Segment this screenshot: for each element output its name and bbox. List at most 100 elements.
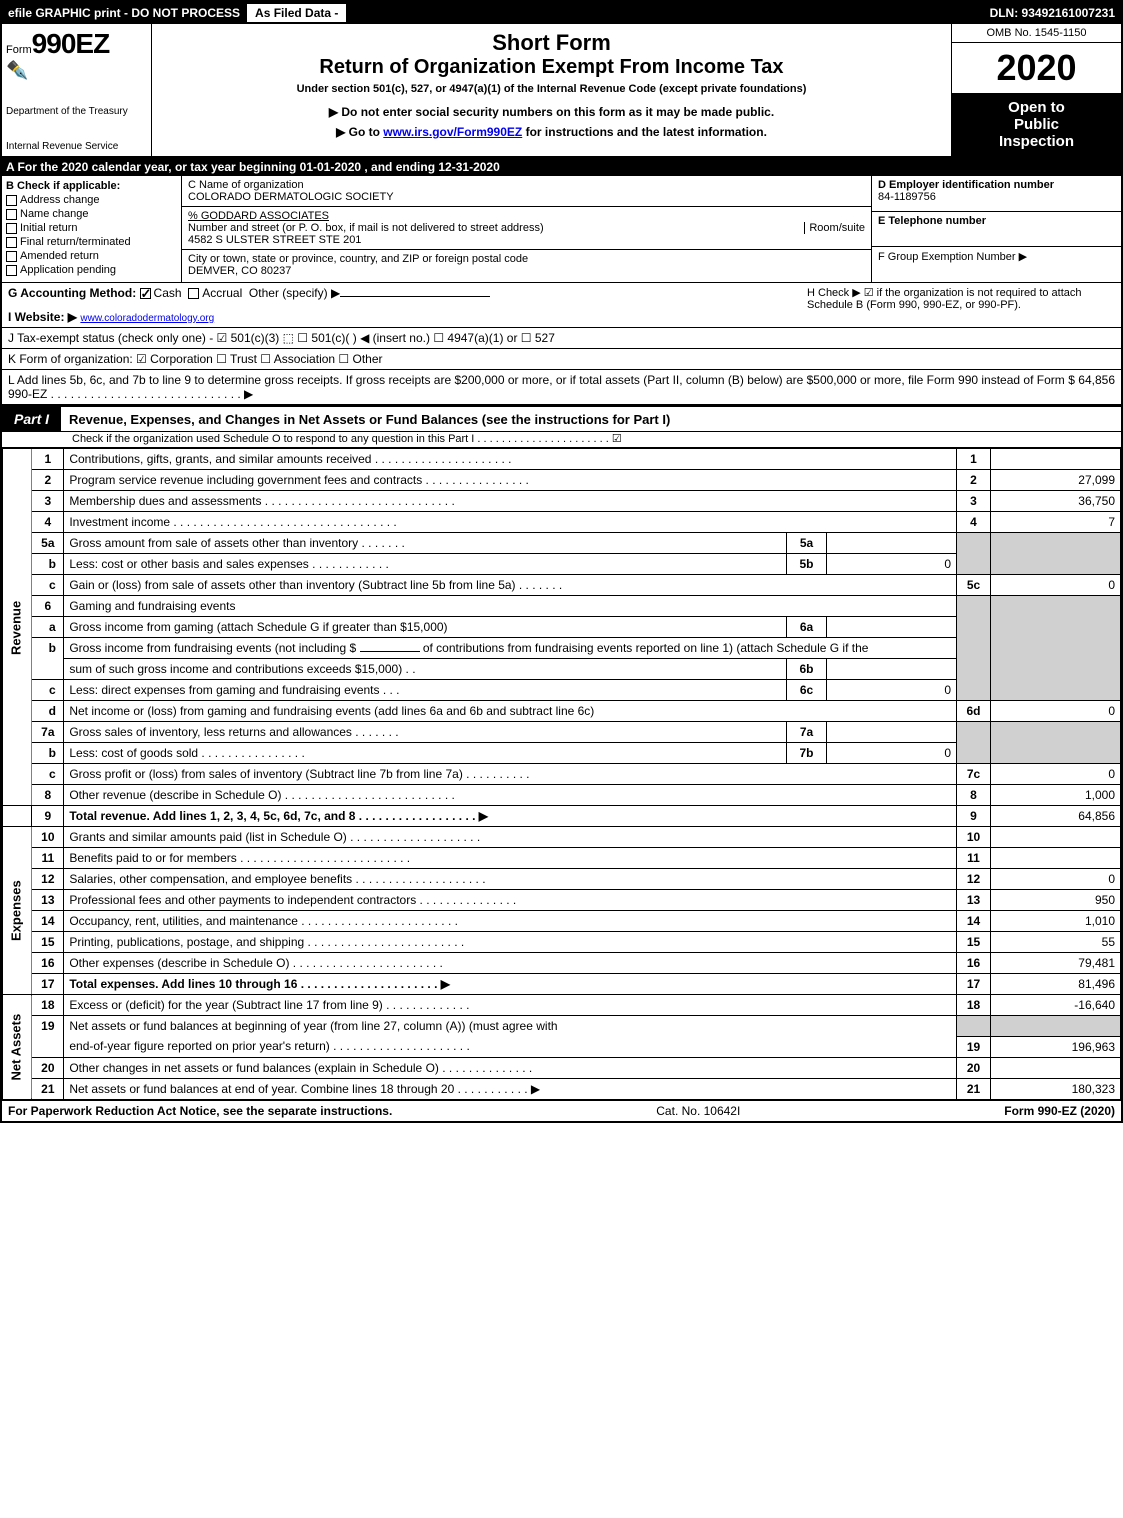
form-990ez-page: efile GRAPHIC print - DO NOT PROCESS As …: [0, 0, 1123, 1123]
line-14-value: 1,010: [991, 911, 1121, 932]
page-footer: For Paperwork Reduction Act Notice, see …: [2, 1100, 1121, 1121]
irs-link[interactable]: www.irs.gov/Form990EZ: [383, 125, 522, 139]
group-exemption-cell: F Group Exemption Number ▶: [872, 247, 1121, 282]
line-7a-value: [827, 722, 957, 743]
chk-cash[interactable]: [140, 288, 151, 299]
footer-mid: Cat. No. 10642I: [392, 1104, 1004, 1118]
line-7b-value: 0: [827, 743, 957, 764]
street-cell: % GODDARD ASSOCIATES Number and street (…: [182, 207, 871, 250]
revenue-side-label: Revenue: [3, 449, 32, 806]
seal-icon: ✒️: [6, 60, 147, 81]
line-18-value: -16,640: [991, 995, 1121, 1016]
expenses-side-label: Expenses: [3, 827, 32, 995]
org-name: COLORADO DERMATOLOGIC SOCIETY: [188, 191, 865, 203]
line-6-desc: Gaming and fundraising events: [64, 596, 957, 617]
line-6a-desc: Gross income from gaming (attach Schedul…: [64, 617, 787, 638]
form-prefix: Form: [6, 44, 32, 56]
chk-final-return[interactable]: Final return/terminated: [6, 236, 177, 248]
chk-initial-return[interactable]: Initial return: [6, 222, 177, 234]
line-9-value: 64,856: [991, 806, 1121, 827]
line-4-value: 7: [991, 512, 1121, 533]
header-mid: Short Form Return of Organization Exempt…: [152, 24, 951, 156]
line-8-desc: Other revenue (describe in Schedule O) .…: [64, 785, 957, 806]
gross-receipts-value: $ 64,856: [1068, 373, 1115, 401]
line-10-desc: Grants and similar amounts paid (list in…: [64, 827, 957, 848]
part-1-subtitle: Check if the organization used Schedule …: [2, 432, 1121, 448]
line-6c-desc: Less: direct expenses from gaming and fu…: [64, 680, 787, 701]
short-form-title: Short Form: [158, 30, 945, 56]
line-7c-desc: Gross profit or (loss) from sales of inv…: [64, 764, 957, 785]
line-15-desc: Printing, publications, postage, and shi…: [64, 932, 957, 953]
line-11-desc: Benefits paid to or for members . . . . …: [64, 848, 957, 869]
chk-application-pending[interactable]: Application pending: [6, 264, 177, 276]
website-link[interactable]: www.coloradodermatology.org: [80, 313, 214, 324]
footer-left: For Paperwork Reduction Act Notice, see …: [8, 1104, 392, 1118]
care-of: % GODDARD ASSOCIATES: [188, 210, 865, 222]
line-10-value: [991, 827, 1121, 848]
line-5a-value: [827, 533, 957, 554]
line-12-value: 0: [991, 869, 1121, 890]
no-ssn-instruction: ▶ Do not enter social security numbers o…: [158, 105, 945, 119]
line-i-label: I Website: ▶: [8, 310, 77, 324]
chk-name-change[interactable]: Name change: [6, 208, 177, 220]
section-b-header: B Check if applicable:: [6, 180, 177, 192]
section-c: C Name of organization COLORADO DERMATOL…: [182, 176, 871, 282]
efile-label: efile GRAPHIC print - DO NOT PROCESS: [2, 4, 246, 22]
return-title: Return of Organization Exempt From Incom…: [158, 56, 945, 79]
line-9-desc: Total revenue. Add lines 1, 2, 3, 4, 5c,…: [64, 806, 957, 827]
line-6d-value: 0: [991, 701, 1121, 722]
chk-amended-return[interactable]: Amended return: [6, 250, 177, 262]
part-1-title: Revenue, Expenses, and Changes in Net As…: [61, 408, 1121, 431]
line-5b-desc: Less: cost or other basis and sales expe…: [64, 554, 787, 575]
line-12-desc: Salaries, other compensation, and employ…: [64, 869, 957, 890]
line-6c-value: 0: [827, 680, 957, 701]
open-to-public: Open to Public Inspection: [952, 93, 1121, 156]
line-18-desc: Excess or (deficit) for the year (Subtra…: [64, 995, 957, 1016]
part-1-header: Part I Revenue, Expenses, and Changes in…: [2, 405, 1121, 432]
line-8-value: 1,000: [991, 785, 1121, 806]
tax-year: 2020: [952, 43, 1121, 93]
line-16-value: 79,481: [991, 953, 1121, 974]
line-7b-desc: Less: cost of goods sold . . . . . . . .…: [64, 743, 787, 764]
dln-label: DLN: 93492161007231: [984, 4, 1121, 22]
street-address: 4582 S ULSTER STREET STE 201: [188, 234, 865, 246]
top-bar: efile GRAPHIC print - DO NOT PROCESS As …: [2, 2, 1121, 24]
line-j: J Tax-exempt status (check only one) - ☑…: [2, 328, 1121, 349]
line-5c-desc: Gain or (loss) from sale of assets other…: [64, 575, 957, 596]
line-5c-value: 0: [991, 575, 1121, 596]
line-3-value: 36,750: [991, 491, 1121, 512]
line-17-value: 81,496: [991, 974, 1121, 995]
section-d: D Employer identification number 84-1189…: [871, 176, 1121, 282]
line-6b-value: [827, 659, 957, 680]
line-2-value: 27,099: [991, 470, 1121, 491]
header-right: OMB No. 1545-1150 2020 Open to Public In…: [951, 24, 1121, 156]
line-14-desc: Occupancy, rent, utilities, and maintena…: [64, 911, 957, 932]
line-13-value: 950: [991, 890, 1121, 911]
org-name-cell: C Name of organization COLORADO DERMATOL…: [182, 176, 871, 207]
line-6b-desc: Gross income from fundraising events (no…: [64, 638, 957, 659]
line-20-desc: Other changes in net assets or fund bala…: [64, 1057, 957, 1078]
line-11-value: [991, 848, 1121, 869]
omb-number: OMB No. 1545-1150: [952, 24, 1121, 43]
line-h: H Check ▶ ☑ if the organization is not r…: [801, 283, 1121, 327]
goto-instruction: ▶ Go to www.irs.gov/Form990EZ for instru…: [158, 125, 945, 139]
chk-address-change[interactable]: Address change: [6, 194, 177, 206]
line-6a-value: [827, 617, 957, 638]
info-grid: B Check if applicable: Address change Na…: [2, 176, 1121, 283]
ein-cell: D Employer identification number 84-1189…: [872, 176, 1121, 212]
row-a-tax-year: A For the 2020 calendar year, or tax yea…: [2, 158, 1121, 176]
line-20-value: [991, 1057, 1121, 1078]
line-16-desc: Other expenses (describe in Schedule O) …: [64, 953, 957, 974]
as-filed-label: As Filed Data -: [246, 3, 347, 23]
line-21-desc: Net assets or fund balances at end of ye…: [64, 1078, 957, 1099]
line-19-value: 196,963: [991, 1036, 1121, 1057]
line-g: G Accounting Method: Cash Accrual Other …: [2, 283, 801, 327]
section-b: B Check if applicable: Address change Na…: [2, 176, 182, 282]
other-method-input[interactable]: [340, 296, 490, 297]
line-13-desc: Professional fees and other payments to …: [64, 890, 957, 911]
line-6d-desc: Net income or (loss) from gaming and fun…: [64, 701, 957, 722]
line-l: L Add lines 5b, 6c, and 7b to line 9 to …: [2, 370, 1121, 405]
line-2-desc: Program service revenue including govern…: [64, 470, 957, 491]
chk-accrual[interactable]: [188, 288, 199, 299]
line-1-desc: Contributions, gifts, grants, and simila…: [64, 449, 957, 470]
